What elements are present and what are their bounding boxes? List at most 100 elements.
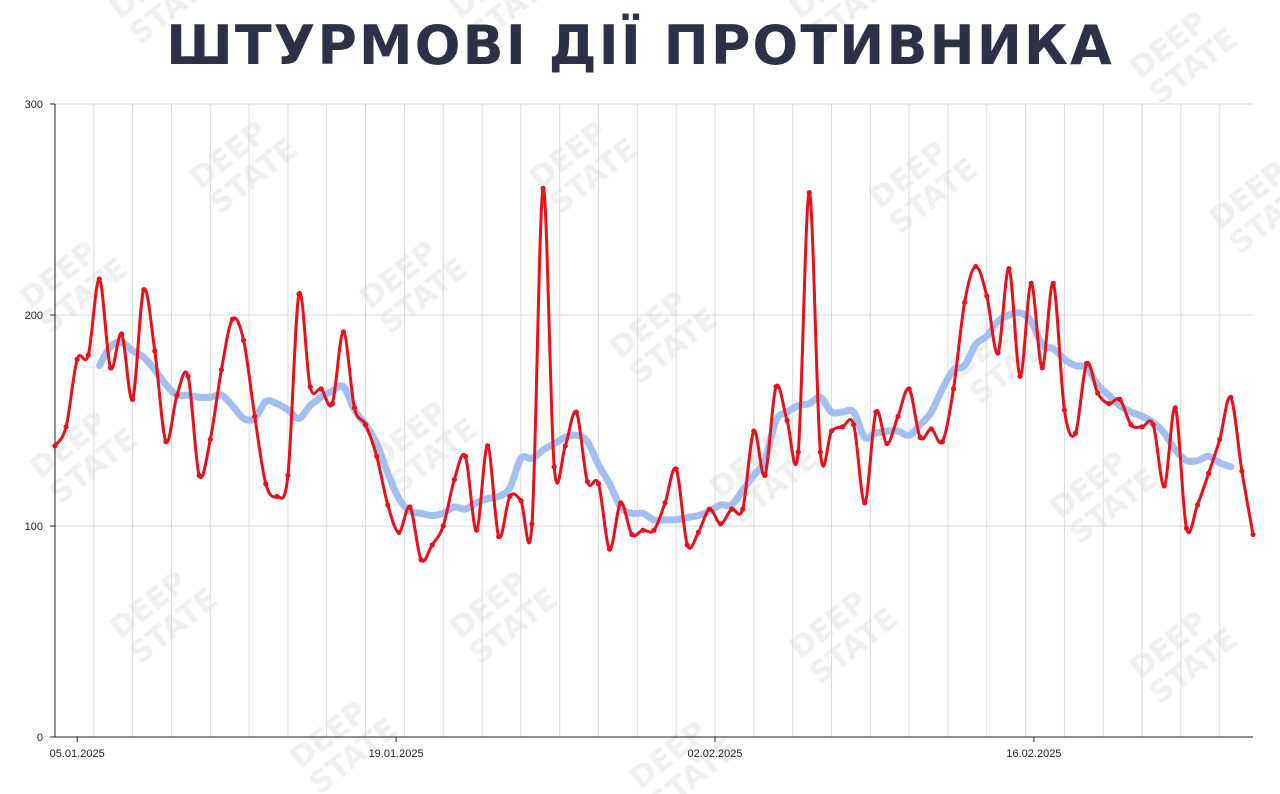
daily-point xyxy=(96,276,102,282)
daily-point xyxy=(584,479,591,485)
daily-point xyxy=(651,527,657,533)
daily-point xyxy=(1106,401,1112,407)
daily-point xyxy=(174,392,180,398)
daily-point xyxy=(74,356,80,362)
daily-point xyxy=(784,417,790,424)
daily-point xyxy=(63,424,69,430)
daily-point xyxy=(1228,394,1234,400)
daily-point xyxy=(906,386,912,392)
y-tick-label: 100 xyxy=(25,521,43,533)
daily-point xyxy=(496,533,502,540)
daily-point xyxy=(1172,405,1178,411)
daily-point xyxy=(1084,360,1090,367)
daily-point xyxy=(507,493,513,500)
daily-point xyxy=(773,384,779,390)
daily-point xyxy=(928,426,934,432)
daily-point xyxy=(695,529,701,535)
daily-point xyxy=(207,436,213,443)
daily-point xyxy=(706,506,713,512)
daily-point xyxy=(407,504,413,510)
daily-point xyxy=(1206,470,1212,476)
daily-point xyxy=(618,500,624,506)
daily-point xyxy=(329,401,335,407)
daily-point xyxy=(751,428,757,434)
daily-point xyxy=(740,506,746,512)
daily-point xyxy=(1039,365,1045,371)
daily-point xyxy=(1161,483,1167,489)
daily-point xyxy=(817,449,823,455)
daily-point xyxy=(130,396,136,402)
daily-point xyxy=(1006,265,1012,272)
daily-point xyxy=(529,521,535,527)
x-tick-label: 02.02.2025 xyxy=(687,748,742,760)
daily-point xyxy=(684,542,690,548)
daily-point xyxy=(862,500,868,506)
daily-point xyxy=(1217,436,1223,443)
daily-point xyxy=(429,542,435,548)
trend-series xyxy=(95,309,1235,524)
daily-point xyxy=(440,523,446,529)
x-tick-label: 19.01.2025 xyxy=(369,748,424,760)
daily-point xyxy=(185,373,191,379)
daily-point xyxy=(396,529,402,535)
daily-point xyxy=(1050,280,1056,286)
daily-point xyxy=(939,439,946,445)
daily-point xyxy=(1239,468,1245,474)
daily-point xyxy=(629,531,635,538)
daily-point xyxy=(196,472,202,478)
daily-point xyxy=(961,299,968,305)
daily-point xyxy=(895,413,901,419)
daily-point xyxy=(984,293,990,299)
daily-point xyxy=(806,190,812,196)
trend-line xyxy=(95,309,1235,524)
daily-point xyxy=(1183,525,1190,531)
daily-point xyxy=(240,337,247,343)
daily-point xyxy=(673,466,679,472)
x-tick-label: 05.01.2025 xyxy=(50,748,105,760)
daily-point xyxy=(1250,531,1256,538)
daily-point xyxy=(473,527,480,533)
daily-point xyxy=(85,352,91,358)
daily-point xyxy=(917,434,923,440)
daily-point xyxy=(163,439,169,445)
daily-point xyxy=(340,329,347,335)
daily-point xyxy=(451,476,457,483)
x-tick-label: 16.02.2025 xyxy=(1006,748,1061,760)
daily-point xyxy=(462,453,469,459)
daily-point xyxy=(229,316,236,322)
daily-point xyxy=(1061,407,1068,413)
daily-point xyxy=(518,498,524,504)
daily-point xyxy=(595,481,602,487)
daily-point xyxy=(562,443,568,449)
daily-point xyxy=(296,291,302,297)
daily-point xyxy=(485,443,491,449)
daily-point xyxy=(274,493,280,500)
daily-point xyxy=(573,409,579,415)
chart-title: ШТУРМОВІ ДІЇ ПРОТИВНИКА xyxy=(166,14,1114,77)
daily-point xyxy=(263,481,269,487)
daily-point xyxy=(795,449,801,455)
daily-point xyxy=(1150,422,1156,428)
daily-point xyxy=(828,428,835,434)
axes xyxy=(54,104,1253,738)
daily-point xyxy=(540,185,546,191)
daily-point xyxy=(762,472,768,478)
daily-point xyxy=(374,453,380,459)
daily-point xyxy=(839,424,846,430)
y-tick-label: 0 xyxy=(37,732,43,744)
daily-point xyxy=(729,506,735,512)
